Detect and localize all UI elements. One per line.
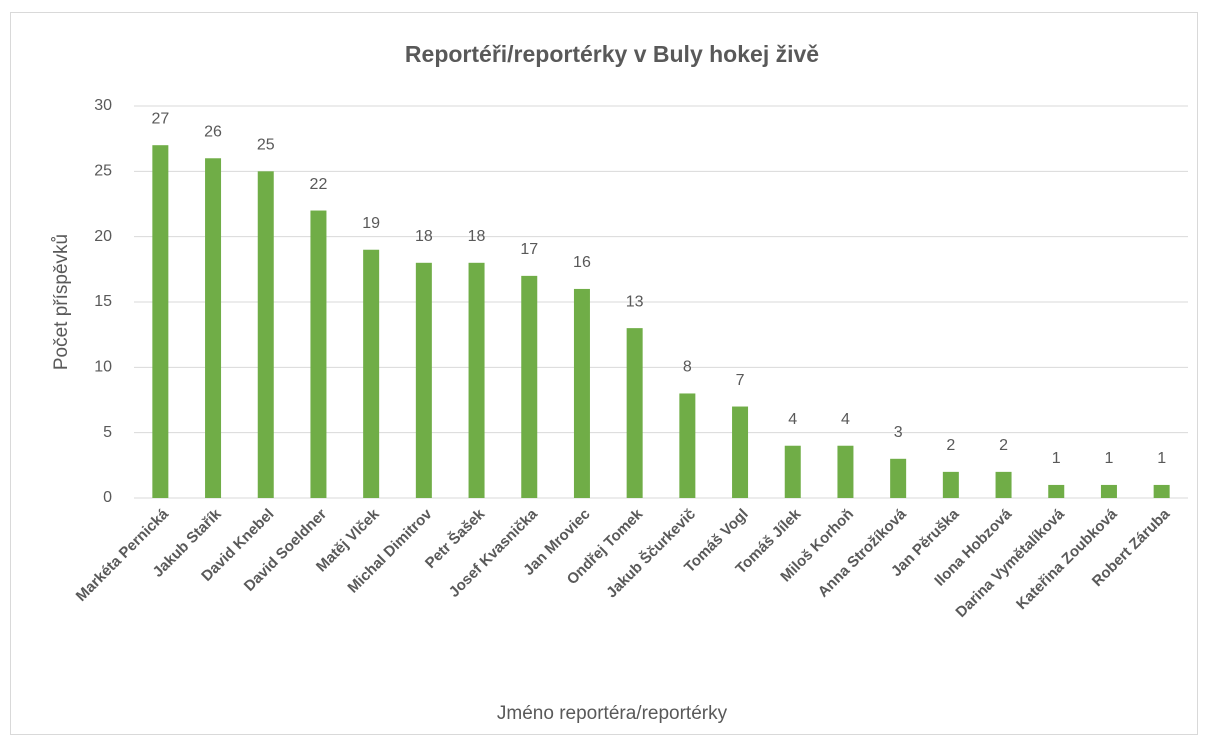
bar xyxy=(1153,484,1170,498)
data-label: 27 xyxy=(151,110,169,127)
y-tick-label: 15 xyxy=(94,293,112,310)
data-label: 18 xyxy=(468,228,486,245)
y-tick-label: 20 xyxy=(94,228,112,245)
x-axis-label: Jméno reportéra/reportérky xyxy=(497,703,728,724)
bar xyxy=(468,262,485,498)
data-label: 2 xyxy=(946,437,955,454)
data-label: 16 xyxy=(573,254,591,271)
data-label: 2 xyxy=(999,437,1008,454)
data-label: 13 xyxy=(626,293,644,310)
y-tick-label: 30 xyxy=(94,97,112,114)
data-label: 22 xyxy=(310,176,328,193)
y-tick-label: 0 xyxy=(103,489,112,506)
bar xyxy=(626,328,643,498)
bar xyxy=(784,445,801,498)
bar xyxy=(679,393,696,498)
bar xyxy=(205,158,222,498)
data-label: 26 xyxy=(204,123,222,140)
data-label: 19 xyxy=(362,215,380,232)
bar xyxy=(837,445,854,498)
bar xyxy=(890,458,907,498)
data-label: 4 xyxy=(788,411,797,428)
data-label: 7 xyxy=(736,372,745,389)
bar xyxy=(152,145,169,498)
bar xyxy=(995,471,1012,498)
data-label: 17 xyxy=(520,241,538,258)
y-tick-label: 25 xyxy=(94,163,112,180)
y-tick-label: 5 xyxy=(103,424,112,441)
data-label: 3 xyxy=(894,424,903,441)
data-label: 1 xyxy=(1157,450,1166,467)
bar xyxy=(942,471,959,498)
data-label: 25 xyxy=(257,137,275,154)
bar xyxy=(521,275,538,498)
data-label: 8 xyxy=(683,359,692,376)
chart-border xyxy=(10,12,1198,735)
chart-title: Reportéři/reportérky v Buly hokej živě xyxy=(405,41,819,67)
data-label: 1 xyxy=(1052,450,1061,467)
bar xyxy=(1048,484,1065,498)
bar xyxy=(257,171,274,499)
bar xyxy=(1100,484,1117,498)
bar xyxy=(415,262,432,498)
data-label: 18 xyxy=(415,228,433,245)
bar xyxy=(732,406,749,498)
bar xyxy=(363,249,380,498)
data-label: 4 xyxy=(841,411,850,428)
data-label: 1 xyxy=(1104,450,1113,467)
bar xyxy=(573,288,590,498)
y-axis-label: Počet příspěvků xyxy=(51,234,72,370)
y-tick-label: 10 xyxy=(94,359,112,376)
bar xyxy=(310,210,327,499)
